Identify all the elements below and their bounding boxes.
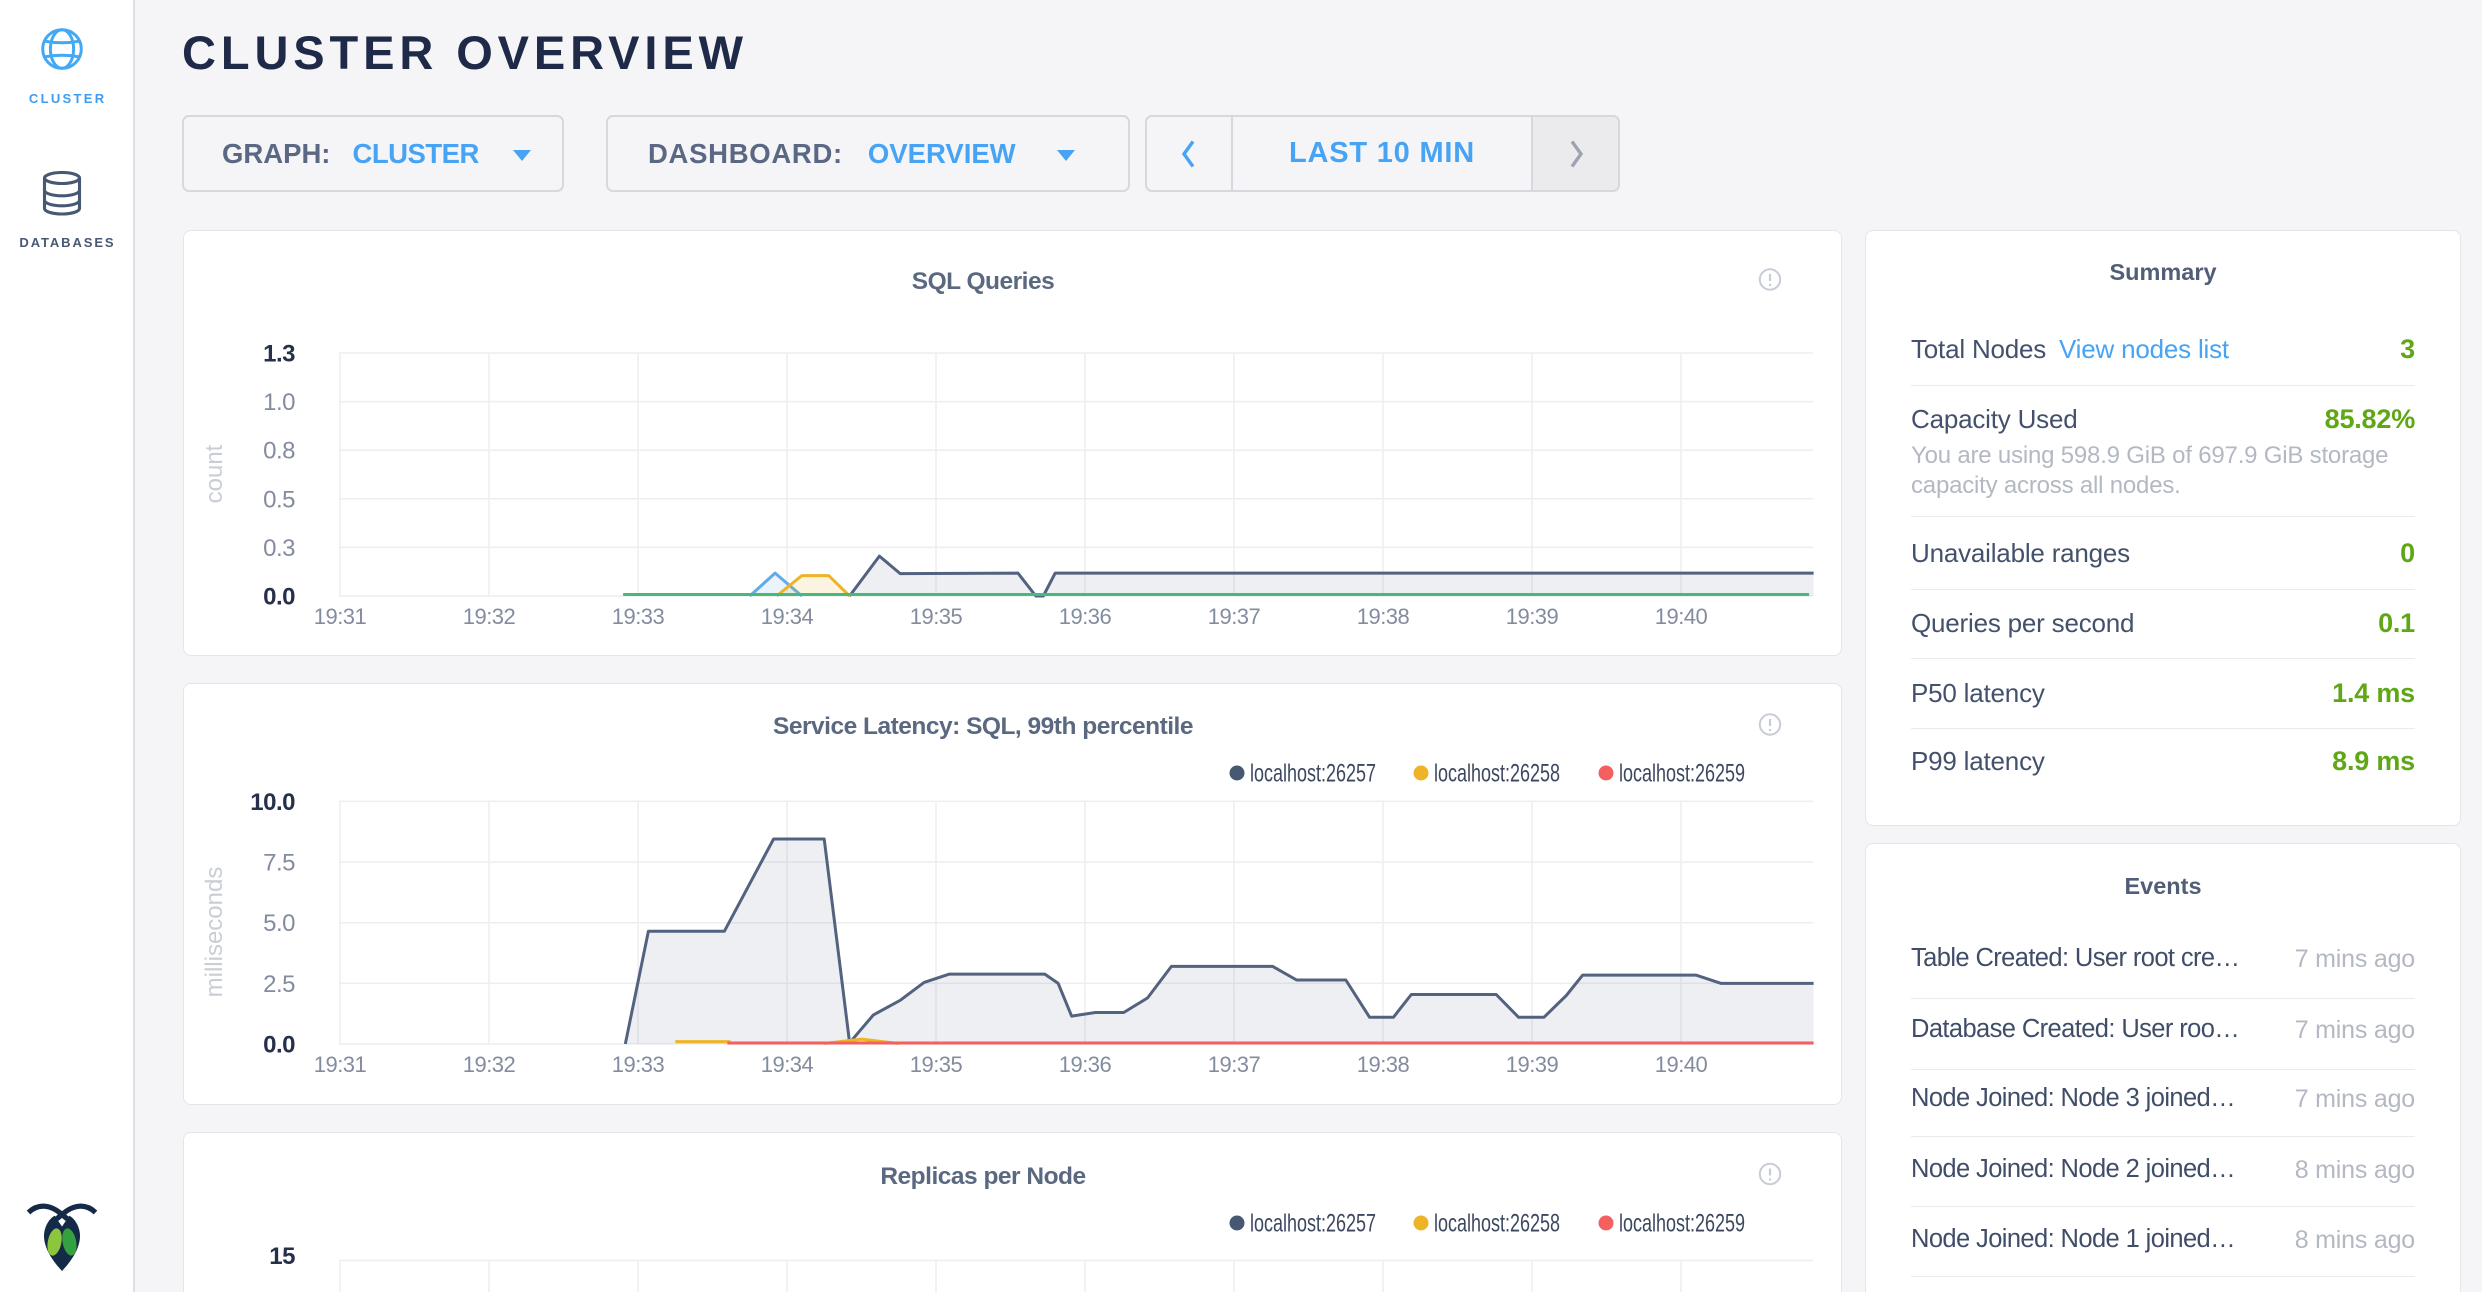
svg-text:19:37: 19:37 bbox=[1208, 604, 1261, 629]
svg-text:7.5: 7.5 bbox=[263, 850, 295, 877]
svg-text:19:33: 19:33 bbox=[612, 1052, 665, 1077]
svg-text:2.5: 2.5 bbox=[263, 971, 295, 998]
svg-text:19:33: 19:33 bbox=[612, 604, 665, 629]
svg-text:0.0: 0.0 bbox=[263, 1032, 295, 1059]
svg-text:localhost:26259: localhost:26259 bbox=[1619, 760, 1745, 788]
svg-text:5.0: 5.0 bbox=[263, 910, 295, 937]
svg-text:19:31: 19:31 bbox=[314, 1052, 367, 1077]
svg-text:19:34: 19:34 bbox=[761, 1052, 814, 1077]
svg-text:0.0: 0.0 bbox=[263, 584, 295, 611]
svg-text:1.0: 1.0 bbox=[263, 389, 295, 416]
svg-text:19:39: 19:39 bbox=[1506, 1052, 1559, 1077]
svg-text:19:34: 19:34 bbox=[761, 604, 814, 629]
svg-text:19:35: 19:35 bbox=[910, 1052, 963, 1077]
svg-text:localhost:26257: localhost:26257 bbox=[1250, 760, 1376, 788]
svg-text:19:32: 19:32 bbox=[463, 1052, 516, 1077]
svg-text:15: 15 bbox=[269, 1243, 295, 1270]
svg-text:19:40: 19:40 bbox=[1655, 604, 1708, 629]
svg-text:localhost:26258: localhost:26258 bbox=[1434, 760, 1560, 788]
svg-text:Service Latency: SQL, 99th per: Service Latency: SQL, 99th percentile bbox=[773, 713, 1193, 740]
svg-text:19:32: 19:32 bbox=[463, 604, 516, 629]
svg-text:0.8: 0.8 bbox=[263, 438, 295, 465]
svg-text:localhost:26258: localhost:26258 bbox=[1434, 1210, 1560, 1238]
svg-text:19:35: 19:35 bbox=[910, 604, 963, 629]
svg-text:19:38: 19:38 bbox=[1357, 1052, 1410, 1077]
svg-text:19:40: 19:40 bbox=[1655, 1052, 1708, 1077]
svg-text:Replicas per Node: Replicas per Node bbox=[880, 1163, 1085, 1190]
svg-text:19:37: 19:37 bbox=[1208, 1052, 1261, 1077]
svg-text:localhost:26257: localhost:26257 bbox=[1250, 1210, 1376, 1238]
svg-text:0.5: 0.5 bbox=[263, 486, 295, 513]
svg-text:19:36: 19:36 bbox=[1059, 1052, 1112, 1077]
svg-text:localhost:26259: localhost:26259 bbox=[1619, 1210, 1745, 1238]
svg-text:19:38: 19:38 bbox=[1357, 604, 1410, 629]
svg-text:0.3: 0.3 bbox=[263, 535, 295, 562]
svg-text:19:39: 19:39 bbox=[1506, 604, 1559, 629]
svg-text:19:31: 19:31 bbox=[314, 604, 367, 629]
svg-text:count: count bbox=[201, 444, 228, 503]
svg-text:19:36: 19:36 bbox=[1059, 604, 1112, 629]
svg-text:1.3: 1.3 bbox=[263, 341, 295, 368]
svg-text:SQL Queries: SQL Queries bbox=[912, 268, 1054, 295]
svg-text:10.0: 10.0 bbox=[250, 789, 295, 816]
svg-text:milliseconds: milliseconds bbox=[201, 867, 228, 998]
